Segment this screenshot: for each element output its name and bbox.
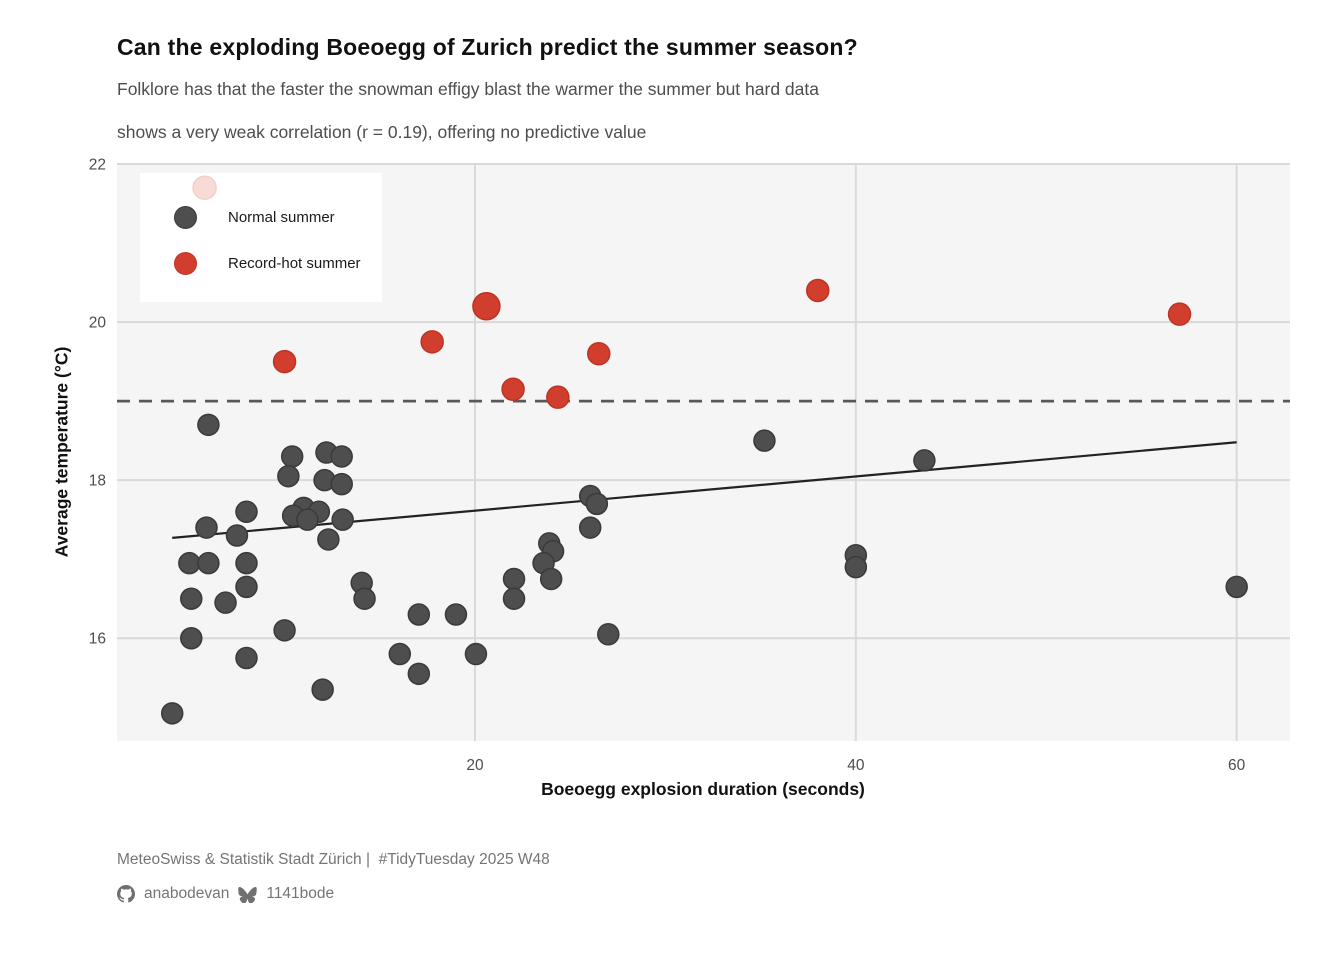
data-point-normal-summer — [235, 500, 258, 524]
data-point-normal-summer — [407, 662, 431, 686]
data-point-normal-summer — [1225, 575, 1248, 599]
data-point-normal-summer — [317, 528, 340, 551]
faded-data-point — [192, 175, 217, 200]
data-point-normal-summer — [180, 626, 203, 650]
data-point-normal-summer — [502, 587, 526, 610]
github-handle: anabodevan — [144, 885, 230, 902]
data-point-normal-summer — [280, 445, 304, 468]
bluesky-butterfly-icon — [238, 886, 258, 903]
data-point-normal-summer — [464, 642, 488, 666]
y-tick-label: 16 — [89, 631, 106, 648]
y-axis-title: Average temperature (°C) — [51, 346, 72, 558]
data-point-normal-summer — [225, 524, 249, 547]
data-point-normal-summer — [160, 702, 184, 725]
source-caption: MeteoSwiss & Statistik Stadt Zürich | #T… — [117, 851, 550, 868]
data-point-record-hot-summer — [472, 292, 501, 321]
data-point-normal-summer — [214, 591, 237, 614]
x-tick-label: 20 — [466, 757, 484, 774]
data-point-normal-summer — [273, 619, 296, 642]
data-point-normal-summer — [235, 575, 258, 599]
data-point-normal-summer — [331, 508, 354, 531]
data-point-normal-summer — [578, 516, 602, 539]
data-point-normal-summer — [444, 603, 468, 626]
data-point-normal-summer — [388, 642, 412, 666]
data-point-normal-summer — [913, 449, 936, 472]
chart-title: Can the exploding Boeoegg of Zurich pred… — [117, 34, 858, 60]
data-point-record-hot-summer — [501, 377, 525, 402]
data-point-normal-summer — [178, 551, 201, 575]
data-point-normal-summer — [597, 623, 620, 646]
data-point-normal-summer — [502, 567, 526, 591]
data-point-normal-summer — [353, 587, 376, 610]
data-point-normal-summer — [753, 429, 776, 452]
github-icon — [117, 885, 135, 903]
data-point-normal-summer — [195, 516, 218, 539]
chart-subtitle-line1: Folklore has that the faster the snowman… — [117, 79, 819, 99]
legend-background — [140, 173, 382, 302]
data-point-record-hot-summer — [587, 341, 611, 366]
data-point-normal-summer — [180, 587, 203, 610]
data-point-record-hot-summer — [272, 349, 297, 374]
data-point-normal-summer — [235, 551, 258, 575]
data-point-normal-summer — [407, 603, 431, 626]
x-tick-label: 40 — [847, 757, 865, 774]
data-point-normal-summer — [844, 555, 868, 579]
data-point-record-hot-summer — [1167, 302, 1192, 326]
data-point-normal-summer — [539, 567, 563, 591]
chart-subtitle-line2: shows a very weak correlation (r = 0.19)… — [117, 122, 647, 142]
data-point-normal-summer — [330, 445, 353, 468]
data-point-normal-summer — [585, 492, 609, 516]
x-tick-label: 60 — [1228, 757, 1246, 774]
data-point-normal-summer — [311, 678, 334, 701]
data-point-record-hot-summer — [420, 330, 444, 354]
data-point-record-hot-summer — [806, 278, 830, 303]
data-point-normal-summer — [277, 464, 300, 488]
y-tick-label: 20 — [89, 315, 107, 332]
x-axis-title: Boeoegg explosion duration (seconds) — [541, 779, 865, 799]
bluesky-handle: 1141bode — [266, 885, 335, 902]
data-point-normal-summer — [330, 472, 353, 496]
y-tick-label: 22 — [89, 157, 106, 174]
data-point-normal-summer — [235, 646, 258, 670]
author-caption: anabodevan 1141bode — [117, 885, 334, 903]
data-point-normal-summer — [197, 551, 220, 575]
y-tick-label: 18 — [89, 473, 106, 490]
data-point-record-hot-summer — [546, 385, 570, 409]
data-point-normal-summer — [197, 413, 220, 437]
data-point-normal-summer — [296, 508, 319, 531]
